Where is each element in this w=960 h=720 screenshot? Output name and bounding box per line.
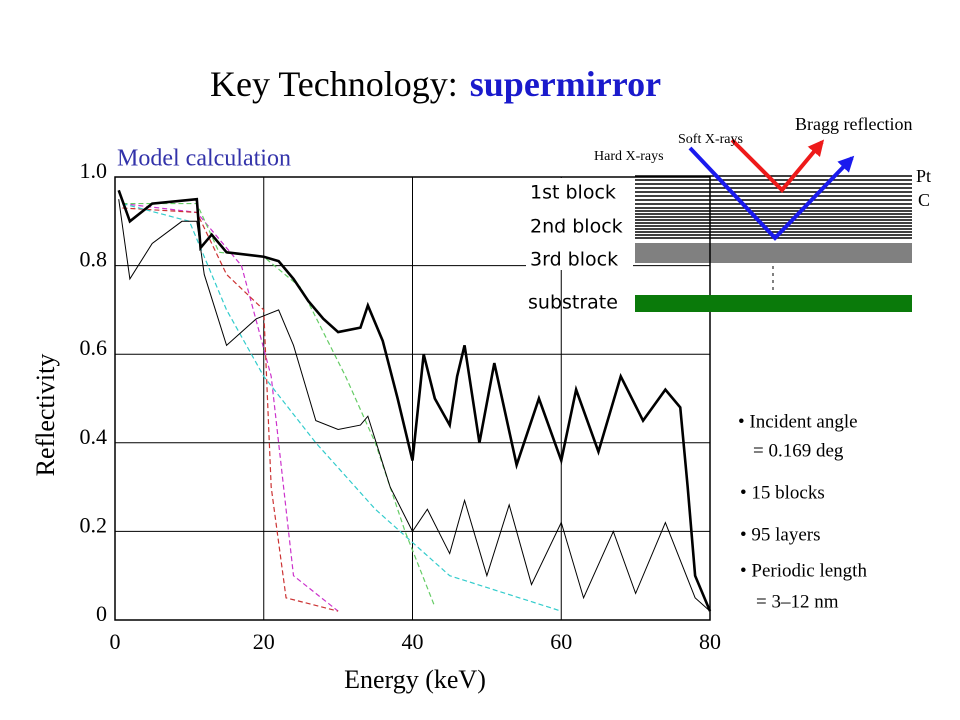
notes: • Incident angle = 0.169 deg • 15 blocks • … [738,411,867,612]
x-tick-label: 0 [110,629,121,654]
x-tick-label: 40 [402,629,424,654]
note: • Incident angle [738,411,858,432]
soft-label: Soft X-rays [678,132,743,147]
note: = 0.169 deg [753,440,844,461]
x-tick-label: 80 [699,629,721,654]
title-main: Key Technology: [210,64,458,104]
plot-frame [114,176,711,621]
series-line [117,189,712,612]
diagram: 1st block 2nd block 3rd block substrate Hard… [526,114,931,314]
series-line [122,202,562,612]
title-highlight: supermirror [470,64,661,104]
y-tick-label: 0.4 [80,424,108,449]
label-bg [526,178,633,270]
annotation: Model calculation [117,146,291,172]
y-tick-label: 0 [96,601,107,626]
title: Key Technology: supermirror [210,64,661,104]
note: • 15 blocks [740,482,825,503]
series-line [122,207,339,612]
substrate-label: substrate [528,292,618,314]
y-axis-label: Reflectivity [31,354,60,477]
substrate-layer [635,295,912,312]
pt-label: Pt [916,166,931,186]
series-line [122,202,339,612]
y-tick-label: 0.6 [80,335,108,360]
y-tick-label: 1.0 [80,158,108,183]
block-label: 3rd block [530,249,618,271]
y-tick-label: 0.8 [80,247,108,272]
block-label: 2nd block [530,216,623,238]
bragg-label: Bragg reflection [795,114,912,134]
hard-label: Hard X-rays [594,149,664,164]
note: = 3–12 nm [756,591,839,612]
c-label: C [918,190,930,210]
note: • Periodic length [740,560,867,581]
soft-ray [730,138,825,193]
hard-ray [688,146,855,241]
block-label: 1st block [530,182,616,204]
plot: 0 0.2 0.4 0.6 0.8 1.0 0 20 40 60 80 [80,158,722,654]
series-line [122,202,436,607]
x-axis-label: Energy (keV) [344,665,486,694]
note: • 95 layers [740,524,821,545]
x-tick-label: 20 [253,629,275,654]
x-tick-label: 60 [550,629,572,654]
series-line [118,199,711,612]
y-tick-label: 0.2 [80,512,108,537]
